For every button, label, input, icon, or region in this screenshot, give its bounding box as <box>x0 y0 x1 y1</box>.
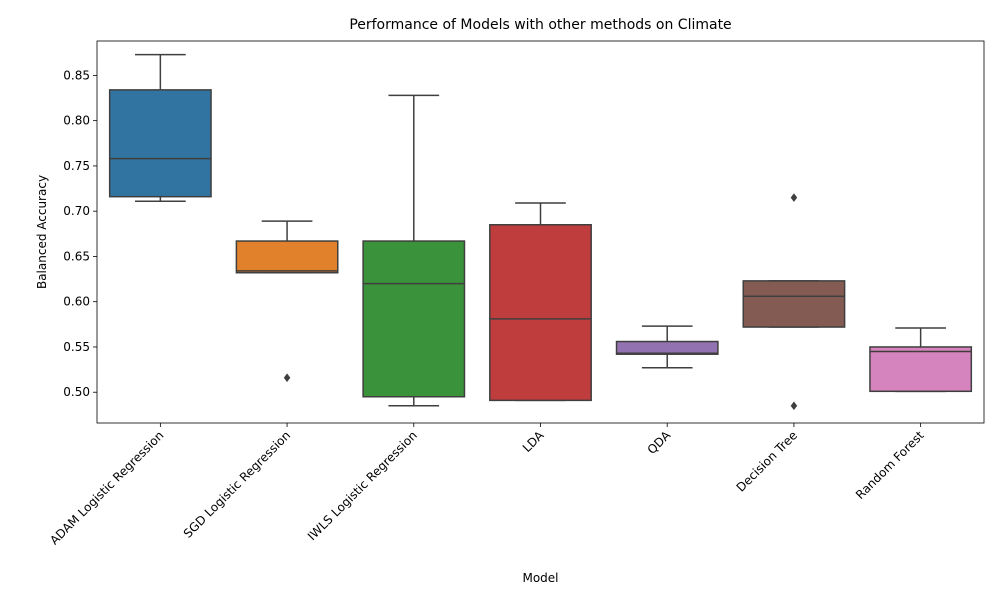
box-iqr <box>235 240 339 274</box>
y-axis: 0.50 0.55 0.60 0.65 0.70 0.75 0.80 0.85 <box>63 68 97 399</box>
y-tick-label: 0.65 <box>63 249 90 263</box>
plot-area <box>108 53 973 411</box>
x-axis: ADAM Logistic Regression SGD Logistic Reg… <box>47 423 927 548</box>
box-group <box>362 94 466 407</box>
box-group <box>742 193 846 411</box>
box-group <box>869 327 973 393</box>
x-axis-title: Model <box>522 571 558 585</box>
box-group <box>108 53 212 202</box>
chart-title: Performance of Models with other methods… <box>349 17 731 33</box>
box-iqr <box>615 340 719 355</box>
x-tick-label: IWLS Logistic Regression <box>305 428 420 543</box>
x-tick-label: QDA <box>645 428 674 457</box>
box-iqr <box>108 89 212 198</box>
y-axis-title: Balanced Accuracy <box>35 175 49 289</box>
box-iqr <box>362 240 466 398</box>
y-tick-label: 0.70 <box>63 204 90 218</box>
outlier-point <box>790 401 798 411</box>
box-iqr <box>742 280 846 328</box>
box-group <box>615 325 719 369</box>
plot-frame <box>96 40 985 424</box>
x-tick-label: Decision Tree <box>734 428 800 494</box>
y-tick-label: 0.60 <box>63 295 90 309</box>
y-tick-label: 0.50 <box>63 385 90 399</box>
y-tick-label: 0.80 <box>63 114 90 128</box>
y-tick-label: 0.55 <box>63 340 90 354</box>
box-group <box>489 202 592 402</box>
x-tick-label: LDA <box>520 428 547 455</box>
y-tick-label: 0.85 <box>63 68 90 82</box>
y-tick-label: 0.75 <box>63 159 90 173</box>
box-iqr <box>489 224 592 402</box>
box-iqr <box>869 346 973 393</box>
outlier-point <box>790 193 798 203</box>
x-tick-label: Random Forest <box>853 428 927 502</box>
box-group <box>235 220 339 383</box>
x-tick-label: SGD Logistic Regression <box>181 428 293 540</box>
x-tick-label: ADAM Logistic Regression <box>47 428 166 547</box>
outlier-point <box>283 373 291 383</box>
